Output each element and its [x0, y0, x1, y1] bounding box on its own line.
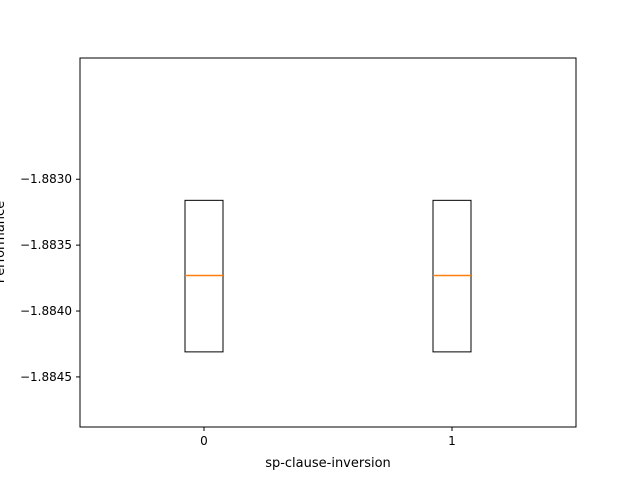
axes-frame — [79, 57, 577, 428]
plot-area — [184, 199, 472, 353]
y-tick-label: −1.8835 — [20, 238, 72, 252]
x-tick-label: 0 — [200, 434, 208, 448]
y-tick-label: −1.8830 — [20, 172, 72, 186]
y-tick-label: −1.8845 — [20, 370, 72, 384]
y-tick-label: −1.8840 — [20, 304, 72, 318]
y-axis: −1.8830 −1.8835 −1.8840 −1.8845 — [20, 172, 80, 384]
x-tick-label: 1 — [448, 434, 456, 448]
x-axis-label: sp-clause-inversion — [265, 456, 391, 471]
y-axis-label: Performance — [0, 201, 8, 283]
